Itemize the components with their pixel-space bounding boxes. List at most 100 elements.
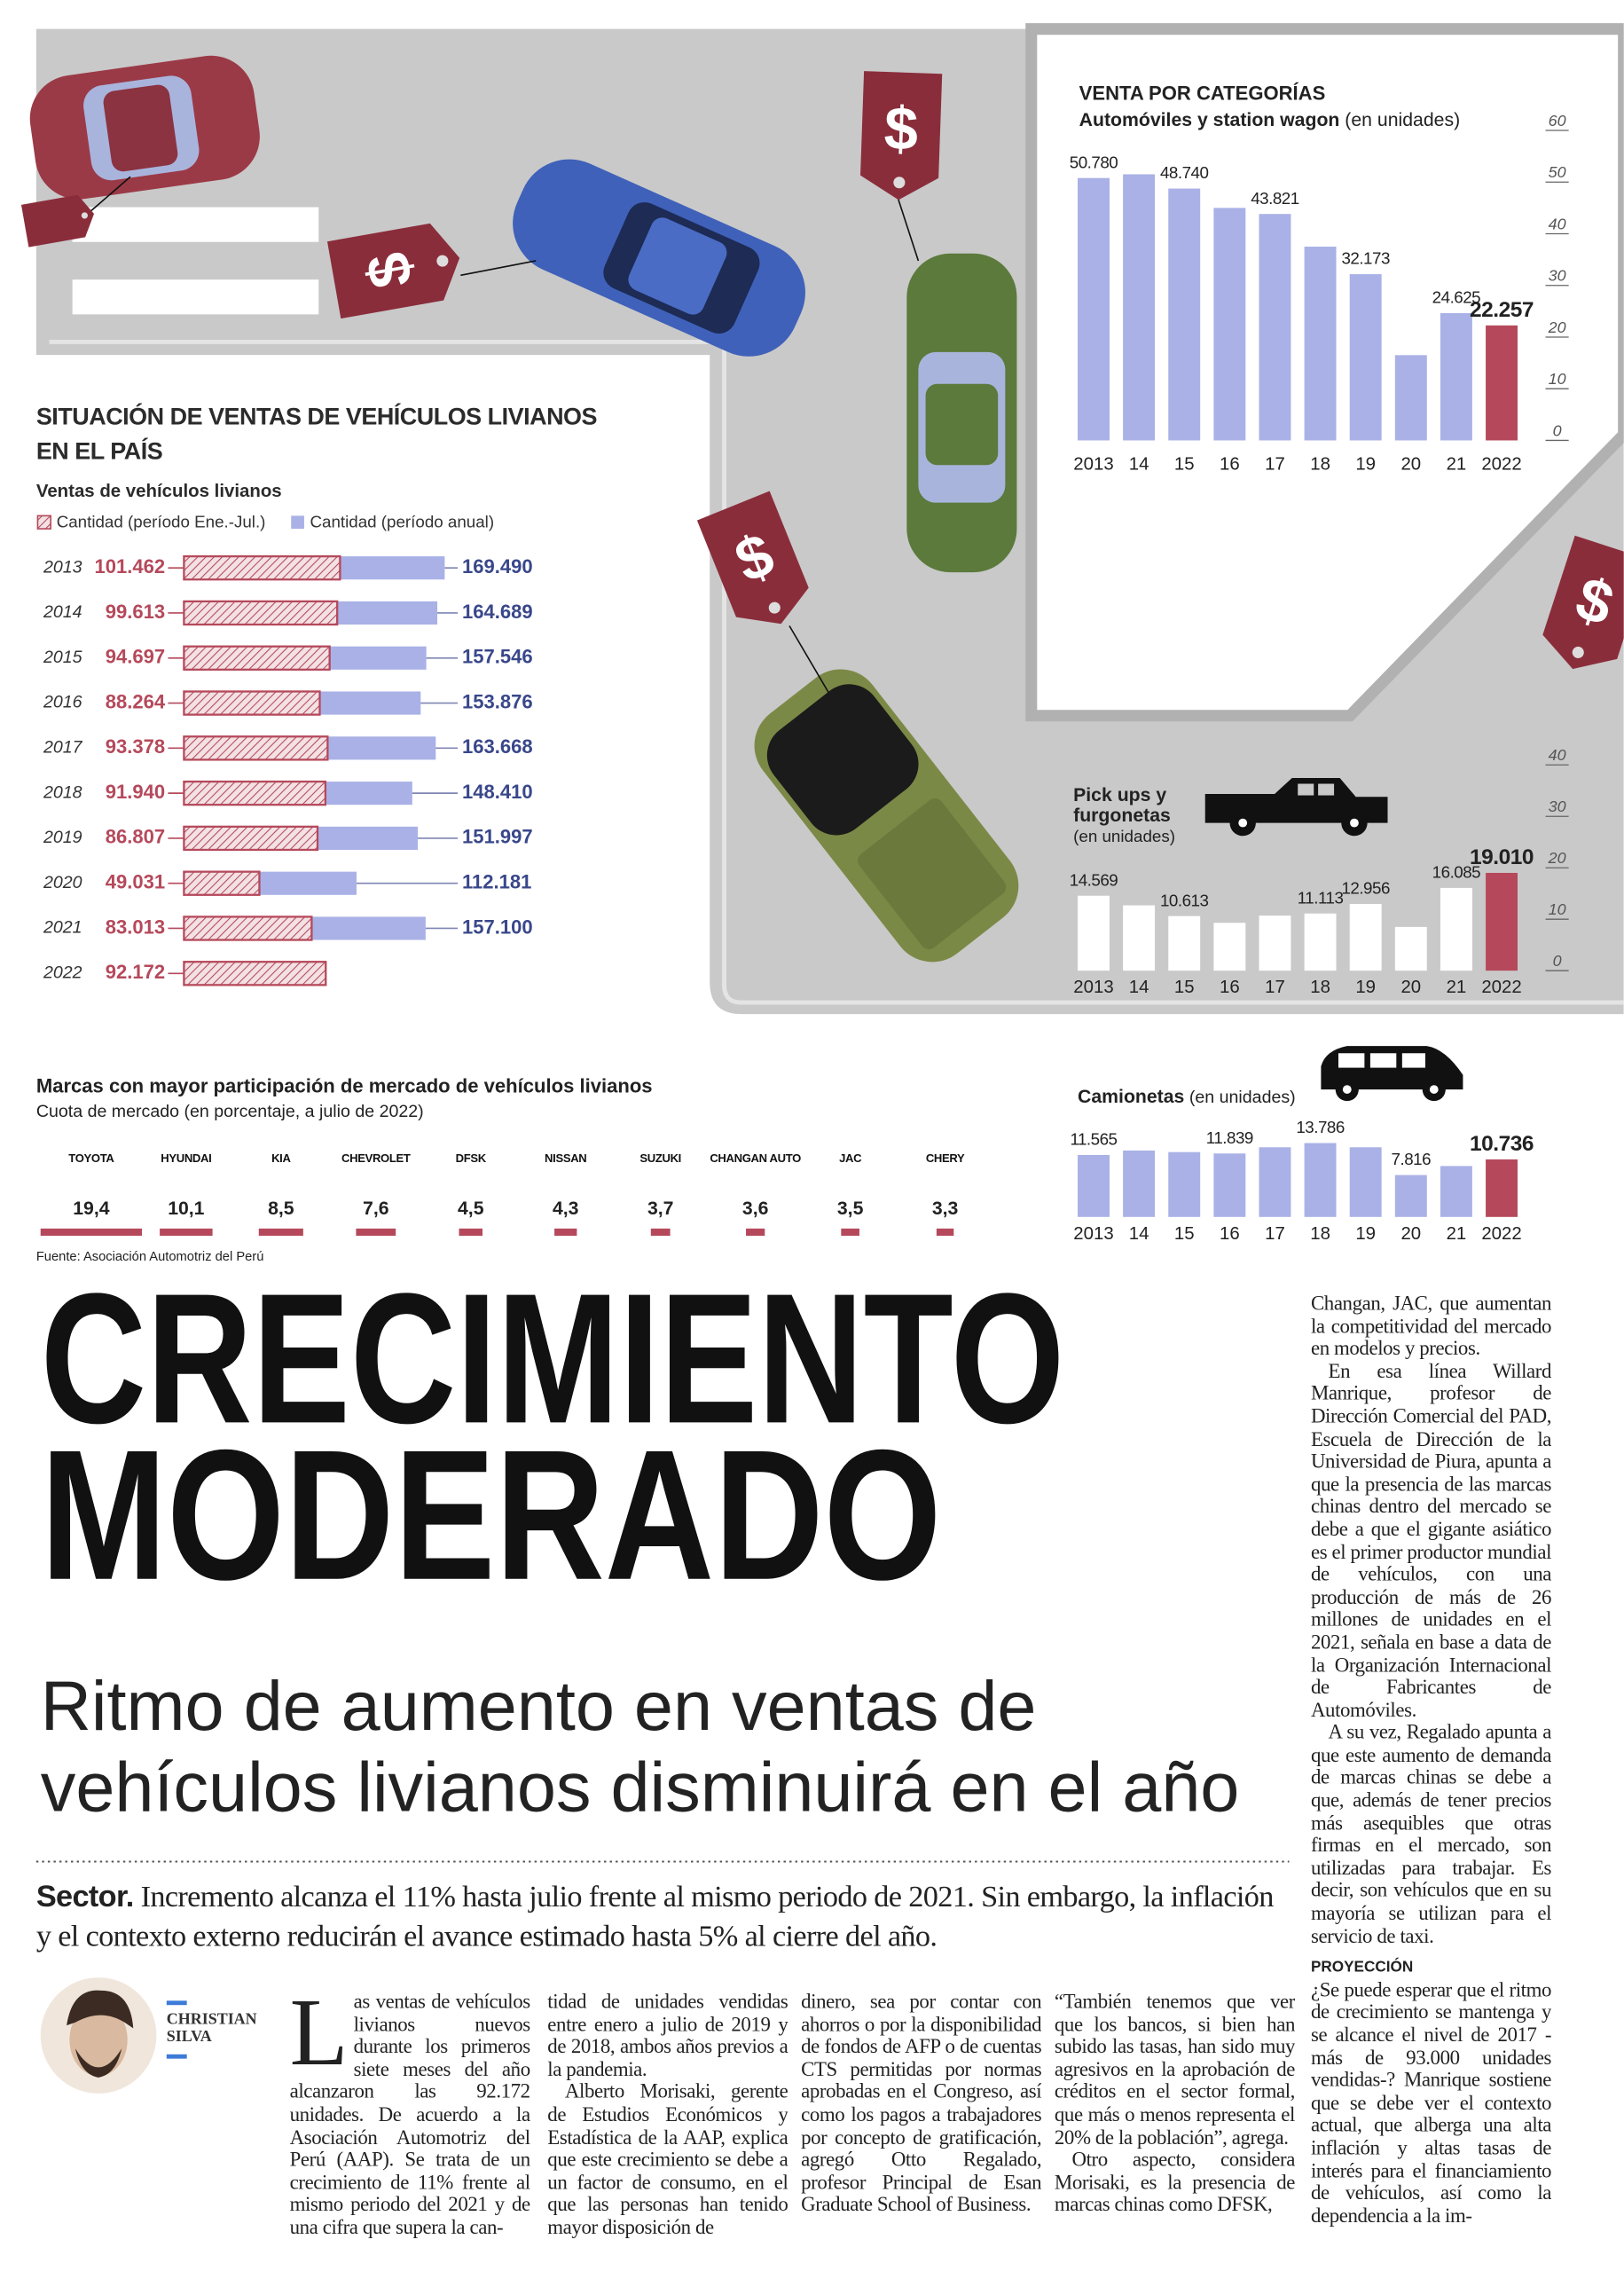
bar <box>1349 1147 1382 1217</box>
x-tick-label: 16 <box>1220 978 1240 997</box>
value-label: 16.085 <box>1432 863 1481 882</box>
legend-swatch <box>291 515 304 530</box>
section-heading: PROYECCIÓN <box>1310 1959 1414 1976</box>
value-label: 10.613 <box>1160 891 1209 909</box>
value-label: 4,3 <box>553 1198 579 1219</box>
x-tick-label: 18 <box>1310 978 1330 997</box>
y-tick-label: 50 <box>1549 163 1566 181</box>
bar <box>936 1228 954 1237</box>
legend-label: Cantidad (período anual) <box>310 513 494 531</box>
paragraph: dinero, sea por contar con ahorros o por… <box>801 1992 1042 2218</box>
x-tick-label: 2013 <box>1073 978 1113 997</box>
bar <box>160 1228 213 1237</box>
legend-label: Cantidad (período Ene.-Jul.) <box>57 513 266 531</box>
bar <box>1394 926 1427 971</box>
value-label: 151.997 <box>462 826 533 848</box>
y-tick-label: 30 <box>1549 798 1566 815</box>
y-tick-label: 30 <box>1549 267 1566 285</box>
value-label: 8,5 <box>268 1198 294 1219</box>
bar <box>1168 188 1201 441</box>
author-photo <box>40 1977 157 2094</box>
bar <box>183 645 331 671</box>
bar <box>1394 1175 1427 1217</box>
bar <box>1259 214 1291 441</box>
bar <box>841 1228 859 1237</box>
x-tick-label: 20 <box>1400 455 1421 475</box>
value-label: 88.264 <box>106 690 166 712</box>
value-label: 24.625 <box>1432 288 1481 307</box>
value-label: 91.940 <box>106 781 165 803</box>
bar <box>1486 325 1518 441</box>
category-label: 2016 <box>43 693 82 712</box>
chart-subtitle: Ventas de vehículos livianos <box>35 481 282 502</box>
brand-name: HYUNDAI <box>161 1151 211 1165</box>
y-tick-label: 20 <box>1548 849 1566 867</box>
bar <box>1394 355 1427 441</box>
category-label: 2021 <box>43 918 82 938</box>
brand-name: DFSK <box>456 1151 487 1165</box>
value-label: 157.546 <box>462 646 533 668</box>
x-tick-label: 16 <box>1220 1224 1240 1244</box>
price-tag: $ <box>326 223 460 319</box>
x-tick-label: 14 <box>1129 1224 1149 1244</box>
bar <box>1123 174 1156 441</box>
x-tick-label: 15 <box>1174 455 1195 475</box>
value-label: 32.173 <box>1341 249 1390 268</box>
paragraph: Changan, JAC, que aumentan la competitiv… <box>1310 1293 1552 1361</box>
value-label: 92.172 <box>106 961 165 983</box>
category-label: 2019 <box>43 828 82 847</box>
value-label: 12.956 <box>1341 879 1390 898</box>
value-label: 4,5 <box>458 1198 484 1219</box>
y-tick-label: 60 <box>1549 112 1566 130</box>
value-label: 11.113 <box>1298 888 1344 907</box>
value-label: 43.821 <box>1251 189 1299 208</box>
chart-title: SITUACIÓN DE VENTAS DE VEHÍCULOS LIVIANO… <box>35 404 598 466</box>
paragraph: En esa línea Willard Manrique, profesor … <box>1310 1361 1552 1723</box>
bar <box>1486 1159 1518 1217</box>
value-label: 10,1 <box>168 1198 204 1219</box>
author: CHRISTIAN SILVA <box>166 2010 257 2046</box>
column: tidad de unidades vendidas entre enero a… <box>547 1992 788 2271</box>
bar <box>1259 915 1291 971</box>
y-tick-label: 10 <box>1549 370 1566 388</box>
category-label: 2013 <box>43 557 82 577</box>
lead-text: Incremento alcanza el 11% hasta julio fr… <box>35 1879 1275 1953</box>
value-label: 157.100 <box>462 915 533 938</box>
bar <box>1486 872 1518 971</box>
value-label: 11.565 <box>1070 1130 1117 1149</box>
bar <box>1078 1154 1110 1217</box>
chart-unit: (en unidades) <box>1345 108 1461 130</box>
bar <box>650 1228 671 1237</box>
pickup-car <box>754 669 1019 963</box>
bar <box>183 735 329 761</box>
category-label: 2018 <box>43 782 82 802</box>
y-tick-label: 40 <box>1549 746 1566 764</box>
bar <box>1123 1150 1156 1217</box>
bar <box>1349 274 1382 441</box>
value-label: 3,5 <box>837 1198 864 1219</box>
x-tick-label: 17 <box>1265 455 1285 475</box>
x-tick-label: 20 <box>1400 978 1421 997</box>
brand-name: JAC <box>839 1151 862 1165</box>
value-label: 50.780 <box>1070 153 1118 171</box>
value-label: 10.736 <box>1470 1132 1534 1156</box>
bar <box>1304 247 1337 441</box>
category-label: 2014 <box>43 602 82 622</box>
value-label: 3,6 <box>742 1198 769 1219</box>
brand-name: CHANGAN AUTO <box>710 1151 801 1165</box>
x-tick-label: 21 <box>1447 455 1467 475</box>
brand-name: CHEVROLET <box>341 1151 411 1165</box>
legend-swatch <box>36 515 51 530</box>
brand-name: NISSAN <box>545 1151 586 1165</box>
chart-title: Pick ups y furgonetas <box>1073 783 1171 826</box>
chart-unit: (en unidades) <box>1073 829 1175 846</box>
bar <box>1213 1153 1246 1217</box>
byline-rule <box>166 2054 187 2059</box>
crosswalk <box>72 207 319 242</box>
category-label: 2020 <box>43 873 82 892</box>
value-label: 169.490 <box>462 555 533 578</box>
brand-name: CHERY <box>926 1151 965 1165</box>
brand-name: TOYOTA <box>68 1151 114 1165</box>
bar <box>459 1228 483 1237</box>
value-label: 94.697 <box>106 646 165 668</box>
